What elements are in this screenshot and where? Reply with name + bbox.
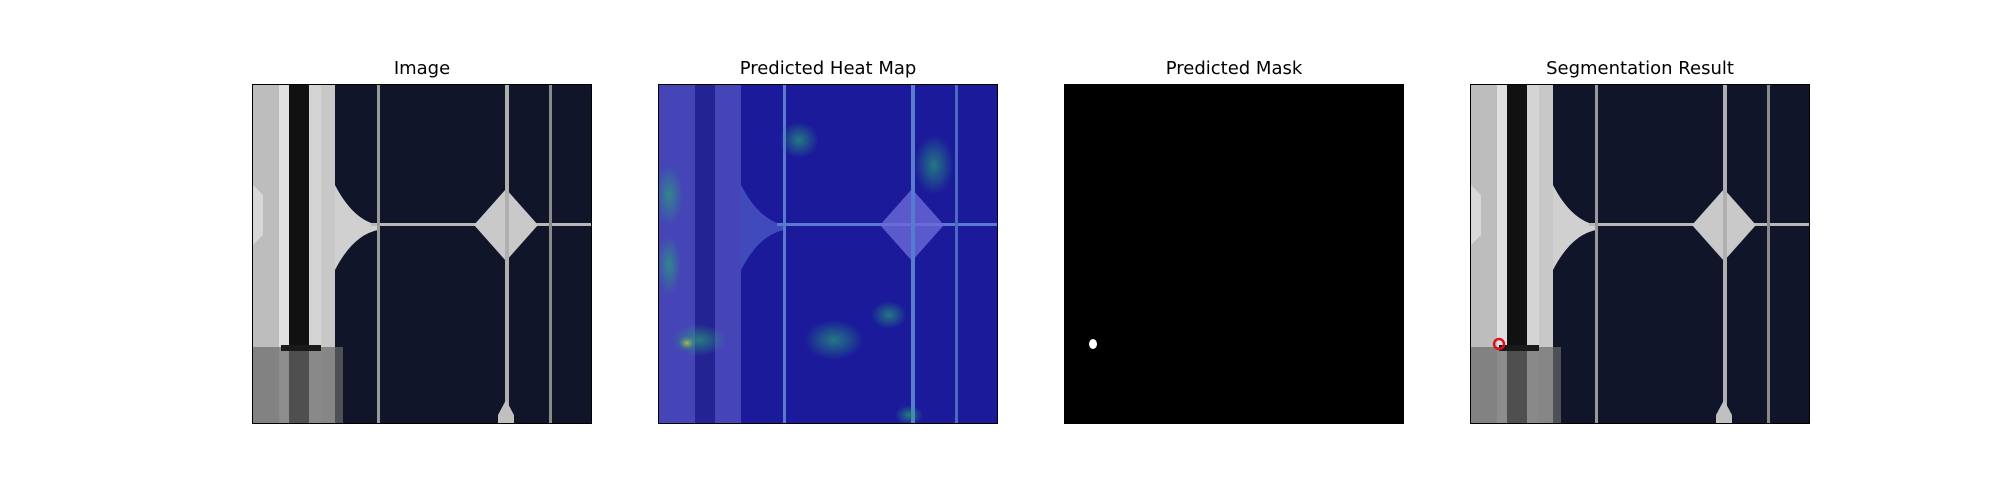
segmentation-image	[1470, 84, 1810, 424]
panel-title-image: Image	[393, 58, 451, 79]
panel-title-mask: Predicted Mask	[1165, 58, 1303, 79]
panel-title-segmentation: Segmentation Result	[1546, 58, 1734, 79]
heatmap-image	[658, 84, 998, 424]
panel-title-heatmap: Predicted Heat Map	[739, 58, 917, 79]
panel-image: Image	[252, 0, 592, 500]
panel-heatmap: Predicted Heat Map	[658, 0, 998, 500]
mask-image	[1064, 84, 1404, 424]
panel-segmentation: Segmentation Result	[1470, 0, 1810, 500]
defect-outline	[1492, 337, 1506, 351]
mask-blob	[1089, 339, 1097, 349]
panel-mask: Predicted Mask	[1064, 0, 1404, 500]
solar-cell-image	[252, 84, 592, 424]
